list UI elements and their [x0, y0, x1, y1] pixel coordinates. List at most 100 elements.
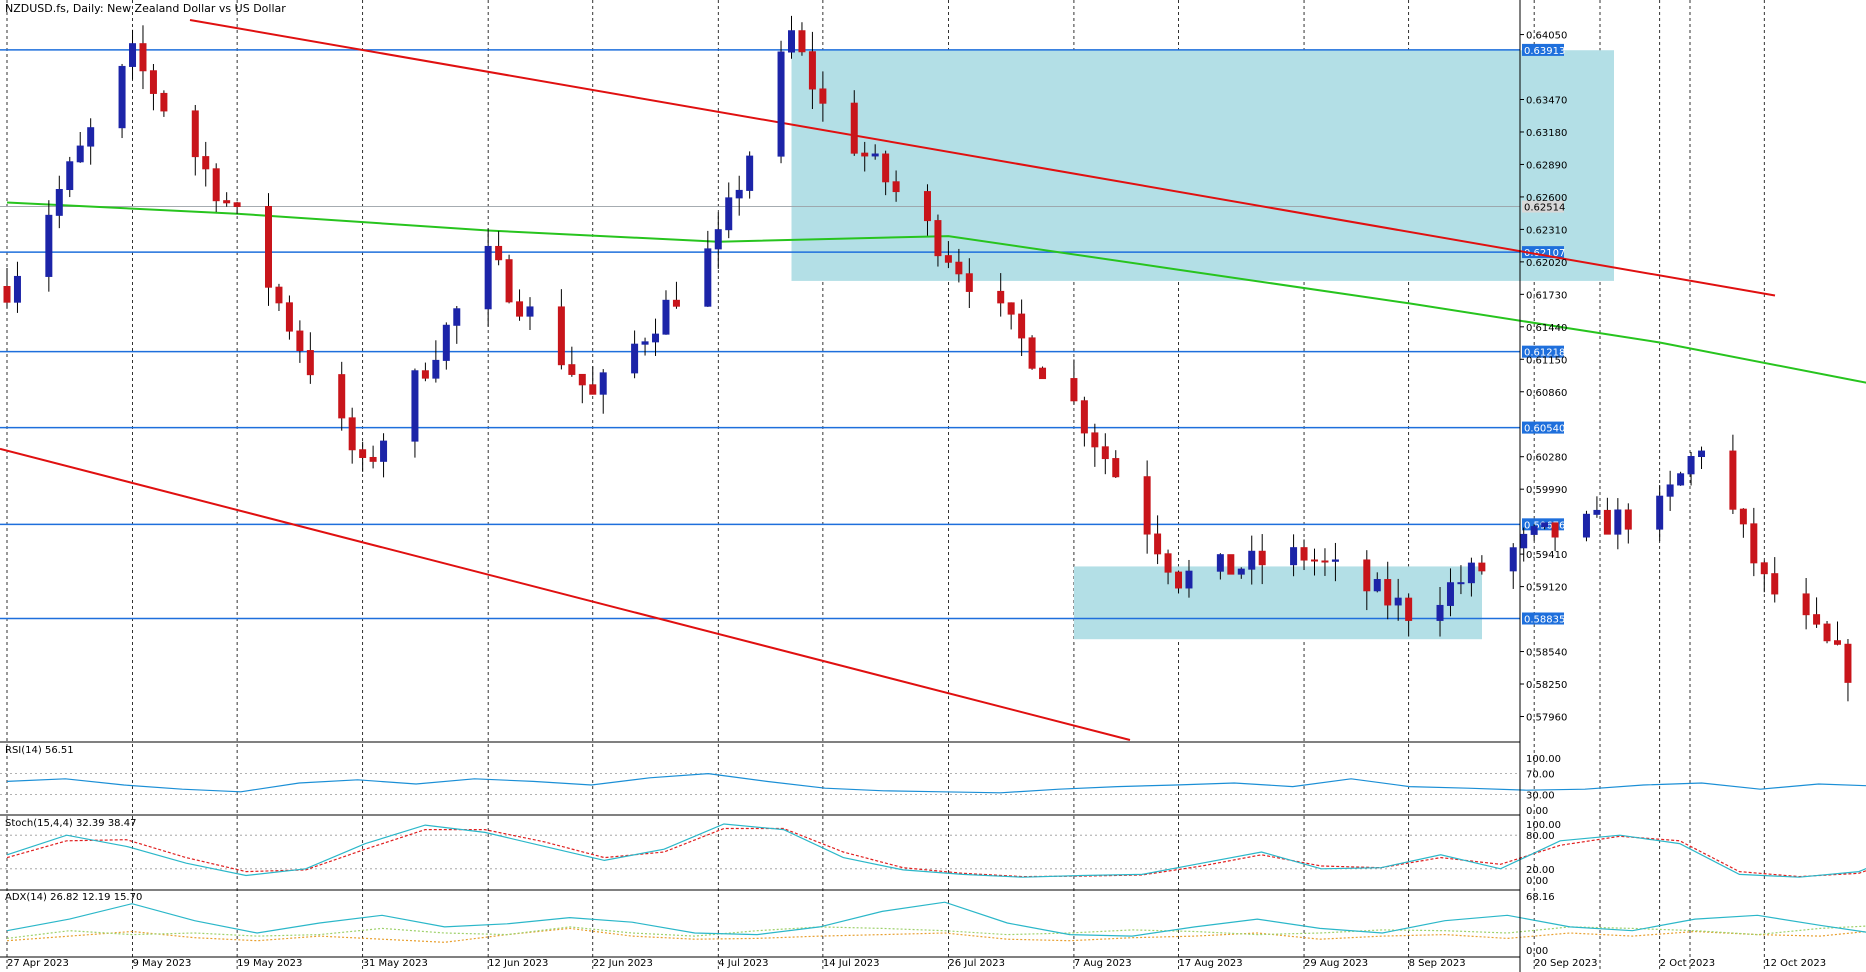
candle-body: [1520, 533, 1528, 549]
candle-body: [923, 191, 931, 222]
descending-resistance-trendline: [189, 19, 1776, 297]
chart-title: NZDUSD.fs, Daily: New Zealand Dollar vs …: [5, 2, 286, 15]
x-tick-label: 7 Aug 2023: [1074, 958, 1132, 969]
candle-body: [1551, 522, 1559, 538]
candle-body: [1185, 570, 1193, 589]
y-tick-label: 0.59990: [1526, 485, 1567, 496]
candle-body: [965, 273, 973, 292]
candle-body: [578, 373, 586, 386]
candle-body: [997, 290, 1005, 304]
candle-body: [411, 370, 419, 442]
indicator-tick-label: 68.16: [1526, 892, 1555, 903]
candle-body: [1467, 562, 1475, 584]
candle-body: [380, 440, 388, 462]
x-tick-label: 19 May 2023: [237, 958, 302, 969]
candle-body: [1666, 484, 1674, 497]
candle-body: [1248, 550, 1256, 570]
candle-body: [882, 153, 890, 183]
candle-body: [725, 197, 733, 231]
candle-body: [672, 299, 680, 307]
candle-body: [662, 299, 670, 335]
candle-body: [495, 245, 503, 261]
candle-body: [285, 302, 293, 332]
indicator-tick-label: 100.00: [1526, 754, 1561, 765]
candle-body: [160, 92, 168, 112]
y-tick-label: 0.62600: [1526, 193, 1567, 204]
candle-body: [944, 255, 952, 263]
candle-body: [1834, 640, 1841, 645]
candle-body: [819, 88, 827, 104]
candle-body: [139, 43, 147, 72]
candle-body: [1823, 623, 1831, 642]
candle-body: [1771, 573, 1779, 595]
y-tick-label: 0.62020: [1526, 258, 1567, 269]
candle-body: [1593, 509, 1601, 515]
x-tick-label: 14 Jul 2023: [823, 958, 880, 969]
candle-body: [1813, 614, 1821, 625]
candle-body: [296, 330, 304, 352]
current-price-tag: [1522, 200, 1564, 213]
level-price-label: 0.63913: [1524, 46, 1565, 57]
candle-body: [129, 43, 137, 67]
y-tick-label: 0.63470: [1526, 96, 1567, 107]
current-price-label: 0.62514: [1524, 203, 1565, 214]
candle-body: [275, 286, 283, 304]
candle-body: [1687, 456, 1695, 475]
candle-body: [798, 30, 806, 53]
candle-body: [66, 161, 74, 191]
candle-body: [442, 324, 450, 361]
candle-body: [1729, 450, 1737, 510]
candle-body: [568, 364, 576, 375]
candle-body: [45, 214, 53, 277]
candle-body: [1373, 579, 1381, 592]
x-tick-label: 17 Aug 2023: [1179, 958, 1243, 969]
candle-body: [631, 343, 639, 374]
resistance-zone: [791, 50, 1614, 281]
candle-body: [1237, 568, 1245, 575]
y-tick-label: 0.64050: [1526, 31, 1567, 42]
candle-body: [746, 155, 754, 191]
level-price-tag: [1522, 421, 1564, 434]
y-tick-label: 0.60860: [1526, 388, 1567, 399]
candle-body: [1677, 473, 1685, 486]
adx-label: ADX(14) 26.82 12.19 15.70: [5, 892, 142, 903]
candle-body: [850, 102, 858, 154]
x-tick-label: 20 Sep 2023: [1534, 958, 1597, 969]
candle-body: [1698, 450, 1706, 458]
level-price-tag: [1522, 246, 1564, 259]
candle-body: [484, 245, 492, 310]
candle-body: [1530, 526, 1538, 535]
candle-body: [1384, 579, 1392, 606]
candle-body: [223, 200, 231, 204]
candle-body: [76, 145, 84, 163]
candle-body: [453, 308, 461, 326]
candle-body: [55, 189, 63, 216]
candle-body: [1154, 533, 1162, 555]
indicator-tick-label: 80.00: [1526, 831, 1555, 842]
level-price-tag: [1522, 43, 1564, 56]
candle-body: [955, 261, 963, 275]
candle-body: [808, 51, 816, 90]
level-price-tag: [1522, 612, 1564, 625]
stoch-signal-line: [6, 827, 1866, 878]
candle-body: [1216, 554, 1224, 572]
candle-body: [934, 220, 942, 257]
y-tick-label: 0.59120: [1526, 583, 1567, 594]
candle-body: [1080, 400, 1088, 434]
descending-support-trendline: [0, 447, 1131, 741]
candle-body: [191, 110, 199, 158]
candle-body: [87, 127, 95, 147]
x-tick-label: 29 Aug 2023: [1304, 958, 1368, 969]
candle-body: [589, 384, 597, 395]
candle-body: [212, 168, 220, 202]
x-tick-label: 22 Jun 2023: [593, 958, 653, 969]
candle-body: [892, 181, 900, 193]
candle-body: [1164, 553, 1172, 573]
level-price-label: 0.58835: [1524, 615, 1565, 626]
candle-body: [505, 259, 513, 303]
candle-body: [1457, 582, 1465, 585]
candle-body: [516, 301, 524, 317]
candle-body: [1436, 604, 1444, 621]
candle-body: [1405, 597, 1413, 621]
